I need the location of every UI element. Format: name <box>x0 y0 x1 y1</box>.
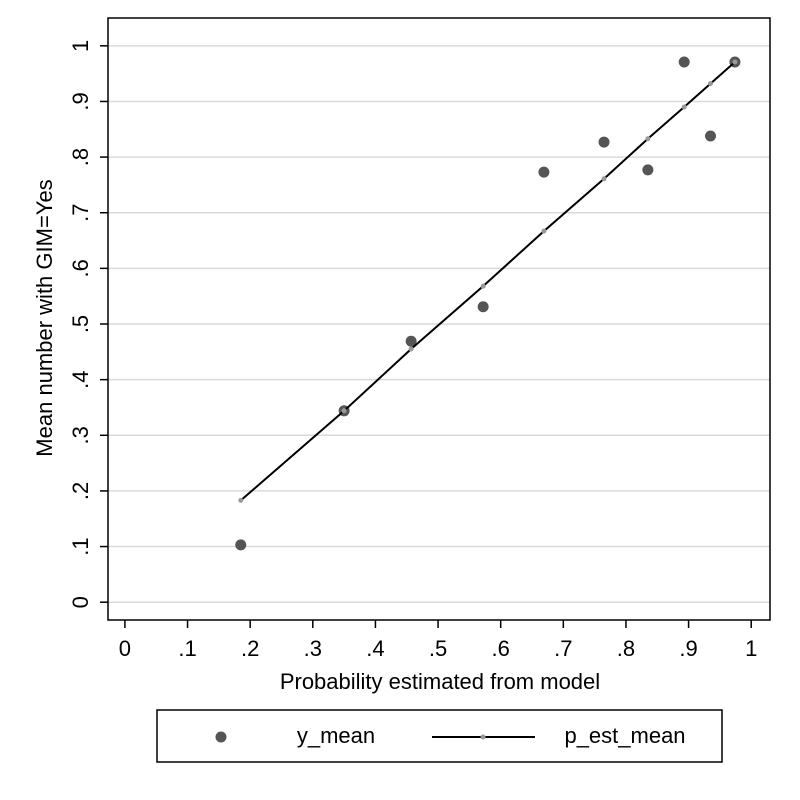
x-tick-label: .9 <box>679 636 697 661</box>
point <box>538 166 550 178</box>
line-marker <box>708 81 714 87</box>
point <box>642 164 654 176</box>
point <box>598 136 610 148</box>
y-tick-label: .7 <box>68 204 93 222</box>
point <box>477 301 489 313</box>
x-tick-label: .6 <box>492 636 510 661</box>
line-marker <box>732 59 738 65</box>
x-tick-label: .8 <box>617 636 635 661</box>
y-tick-label: .6 <box>68 259 93 277</box>
plot-frame <box>107 17 771 621</box>
x-tick-label: .1 <box>178 636 196 661</box>
line-marker <box>341 408 347 414</box>
legend-label: y_mean <box>297 723 375 748</box>
y-tick-label: .8 <box>68 148 93 166</box>
x-tick-label: .2 <box>241 636 259 661</box>
legend-label: p_est_mean <box>564 723 685 748</box>
y-tick-label: 0 <box>68 596 93 608</box>
line-marker <box>645 136 651 142</box>
y-tick-label: 1 <box>68 40 93 52</box>
x-tick-label: 1 <box>745 636 757 661</box>
x-tick-label: .5 <box>429 636 447 661</box>
y-tick-label: .1 <box>68 537 93 555</box>
y-tick-label: .3 <box>68 426 93 444</box>
line-marker <box>238 497 244 503</box>
point <box>235 539 247 551</box>
y-axis-title: Mean number with GIM=Yes <box>32 179 57 456</box>
y-tick-label: .5 <box>68 315 93 333</box>
x-tick-label: .4 <box>366 636 384 661</box>
legend-marker <box>480 734 486 740</box>
x-axis-title: Probability estimated from model <box>280 669 600 694</box>
y-tick-label: .4 <box>68 370 93 388</box>
x-tick-label: .7 <box>554 636 572 661</box>
line-marker <box>480 283 486 289</box>
point <box>405 335 417 347</box>
x-tick-label: 0 <box>119 636 131 661</box>
legend-marker <box>215 731 227 743</box>
line-marker <box>681 104 687 110</box>
line-marker <box>601 176 607 182</box>
series-line <box>240 61 736 502</box>
x-tick-label: .3 <box>304 636 322 661</box>
y-tick-label: .2 <box>68 482 93 500</box>
line-marker <box>408 346 414 352</box>
point <box>705 130 717 142</box>
point <box>678 56 690 68</box>
line-marker <box>541 228 547 234</box>
y-tick-label: .9 <box>68 92 93 110</box>
